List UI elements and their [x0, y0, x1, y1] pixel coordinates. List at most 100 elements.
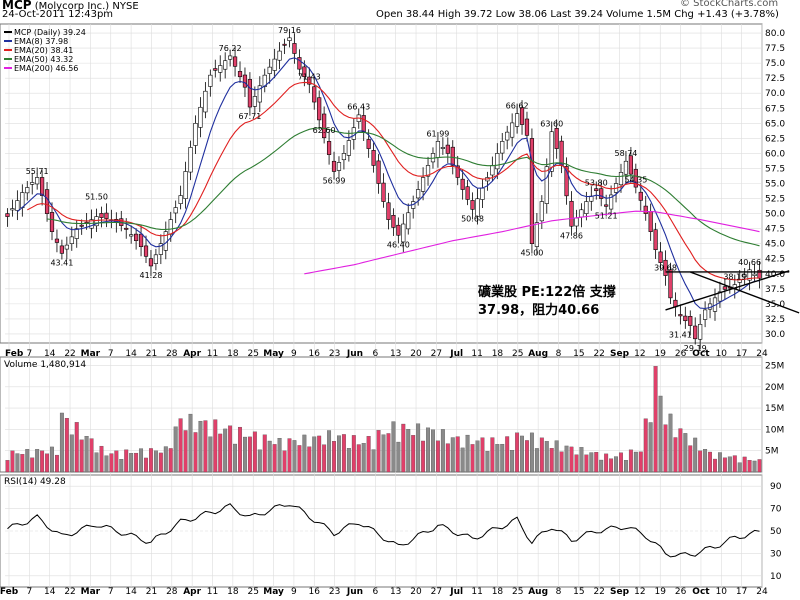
volume-tick-label: 5M — [765, 447, 779, 457]
price-label: 41.28 — [140, 271, 163, 280]
volume-bar — [653, 366, 658, 473]
x-tick-label-upper: Aug — [528, 349, 548, 359]
price-label: 62.60 — [313, 126, 336, 135]
x-tick-label: 18 — [492, 587, 504, 597]
candle-body — [262, 74, 267, 87]
candle-body — [628, 155, 633, 175]
x-tick-label: 16 — [309, 587, 321, 597]
volume-bar — [208, 436, 213, 473]
candle-body — [757, 269, 762, 279]
volume-bar — [584, 454, 589, 473]
candle-body — [104, 212, 109, 219]
volume-bar — [648, 422, 653, 473]
x-tick-label-upper: May — [263, 349, 284, 359]
x-tick-label: May — [263, 587, 284, 597]
price-tick-label: 60.0 — [765, 149, 785, 159]
candle-body — [703, 309, 708, 320]
x-tick-label-upper: 17 — [736, 349, 747, 359]
volume-bar — [500, 443, 505, 473]
rsi-tick-label: 10 — [770, 572, 782, 582]
volume-bar — [673, 437, 678, 473]
volume-bar — [455, 436, 460, 473]
volume-bar — [485, 451, 490, 473]
volume-bar — [302, 434, 307, 473]
volume-bar — [717, 452, 722, 473]
candle-body — [302, 66, 307, 77]
candle-body — [282, 43, 287, 46]
x-tick-label: Jul — [449, 587, 463, 597]
annotation-line-2: 37.98，阻力40.66 — [478, 303, 600, 318]
price-label: 71.43 — [298, 73, 321, 82]
x-tick-label-upper: 10 — [716, 349, 728, 359]
volume-bar — [539, 437, 544, 473]
volume-bar — [262, 434, 267, 473]
candle-body — [579, 209, 584, 218]
rsi-label: RSI(14) 49.28 — [4, 477, 66, 487]
x-tick-label: 18 — [227, 587, 239, 597]
price-tick-label: 72.5 — [765, 74, 785, 84]
candle-body — [134, 233, 139, 241]
volume-bar — [228, 425, 233, 473]
x-tick-label: 7 — [108, 587, 114, 597]
volume-bar — [416, 423, 421, 473]
price-tick-label: 55.0 — [765, 180, 785, 190]
volume-bar — [623, 460, 628, 473]
price-label: 45.00 — [520, 249, 543, 258]
volume-bar — [168, 448, 173, 473]
price-label: 43.41 — [50, 258, 73, 267]
volume-bar — [322, 444, 327, 473]
rsi-tick-label: 50 — [770, 527, 782, 537]
volume-bar — [678, 428, 683, 473]
candle-body — [317, 97, 322, 121]
candle-body — [564, 166, 569, 197]
volume-bar — [144, 457, 148, 473]
volume-bar — [183, 430, 188, 473]
candle-body — [89, 219, 94, 229]
price-label: 61.99 — [426, 129, 449, 138]
volume-bar — [520, 435, 524, 473]
price-label: 66.62 — [506, 102, 529, 111]
candle-body — [203, 90, 208, 113]
candle-body — [406, 212, 411, 230]
candle-body — [435, 141, 441, 158]
volume-bar — [84, 436, 89, 473]
x-tick-label: 14 — [44, 587, 56, 597]
legend-label: EMA(200) 46.56 — [14, 64, 78, 73]
candle-body — [331, 160, 337, 172]
price-tick-label: 50.0 — [765, 210, 785, 220]
volume-bar — [589, 452, 594, 473]
candle-body — [440, 147, 445, 149]
x-tick-label: 8 — [556, 587, 562, 597]
candle-body — [698, 324, 703, 340]
ticker-symbol: MCP — [2, 0, 32, 12]
candle-body — [396, 224, 401, 236]
candle-body — [44, 189, 50, 214]
candle-body — [747, 269, 752, 281]
candle-body — [148, 258, 154, 267]
x-tick-label: 27 — [431, 587, 442, 597]
x-tick-label: 11 — [471, 587, 482, 597]
volume-bar — [257, 449, 262, 473]
volume-bar — [490, 437, 495, 473]
volume-bar — [421, 440, 426, 473]
x-tick-label-upper: 11 — [207, 349, 218, 359]
volume-bar — [218, 433, 223, 473]
x-tick-label: Feb — [0, 587, 19, 597]
candle-body — [495, 153, 500, 170]
candle-body — [663, 259, 668, 276]
candle-body — [554, 128, 559, 149]
rsi-tick-label: 90 — [770, 482, 782, 492]
rsi-line — [7, 503, 760, 558]
x-tick-label: Aug — [528, 587, 548, 597]
volume-bar — [688, 445, 693, 473]
volume-bar — [104, 455, 109, 473]
candle-body — [74, 228, 79, 239]
x-tick-label: 28 — [166, 587, 178, 597]
candle-body — [173, 207, 178, 214]
candle-body — [277, 50, 282, 61]
candle-body — [465, 186, 470, 200]
x-tick-label: 15 — [573, 587, 584, 597]
volume-bar — [366, 436, 371, 473]
volume-bar — [233, 443, 238, 473]
